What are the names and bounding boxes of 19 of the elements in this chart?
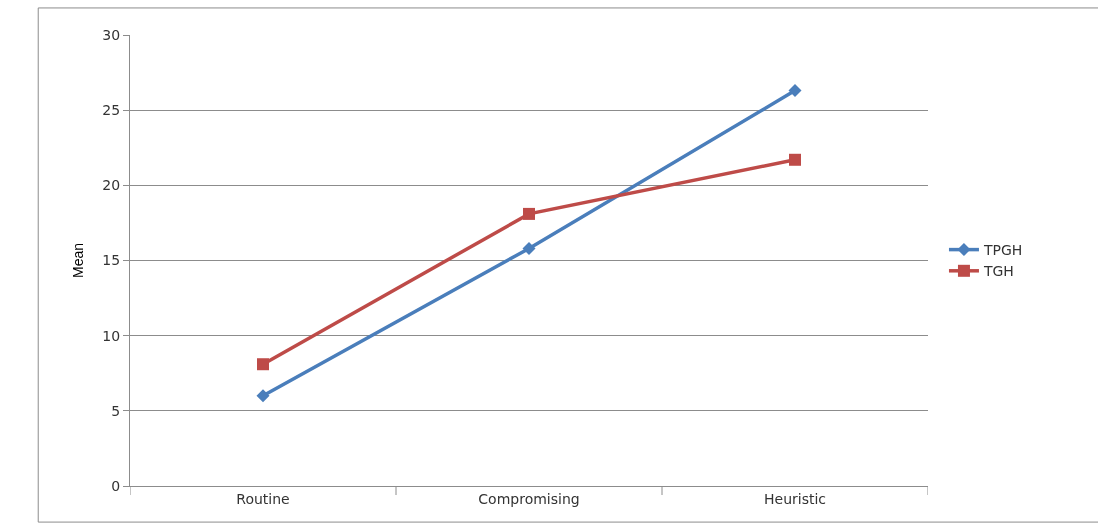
point: [788, 84, 802, 98]
y-tick-label: 20: [102, 177, 121, 194]
point: [257, 358, 269, 371]
y-tick-label: 10: [102, 327, 121, 344]
legend-label: TPGH: [982, 242, 1023, 259]
y-tick-label: 30: [102, 26, 121, 43]
x-tick-label: Compromising: [478, 490, 580, 507]
x-tick-label: Routine: [236, 490, 290, 507]
y-tick-label: 0: [111, 477, 121, 494]
x-tick-label: Heuristic: [763, 490, 827, 507]
point: [256, 389, 270, 403]
y-tick-label: 25: [102, 102, 121, 119]
y-tick-label: 5: [111, 402, 121, 419]
point: [522, 241, 536, 255]
y-axis-title: Mean: [69, 242, 86, 279]
point: [789, 153, 801, 166]
point: [523, 207, 535, 220]
legend-label: TGH: [982, 263, 1014, 280]
y-tick-label: 15: [102, 252, 121, 269]
